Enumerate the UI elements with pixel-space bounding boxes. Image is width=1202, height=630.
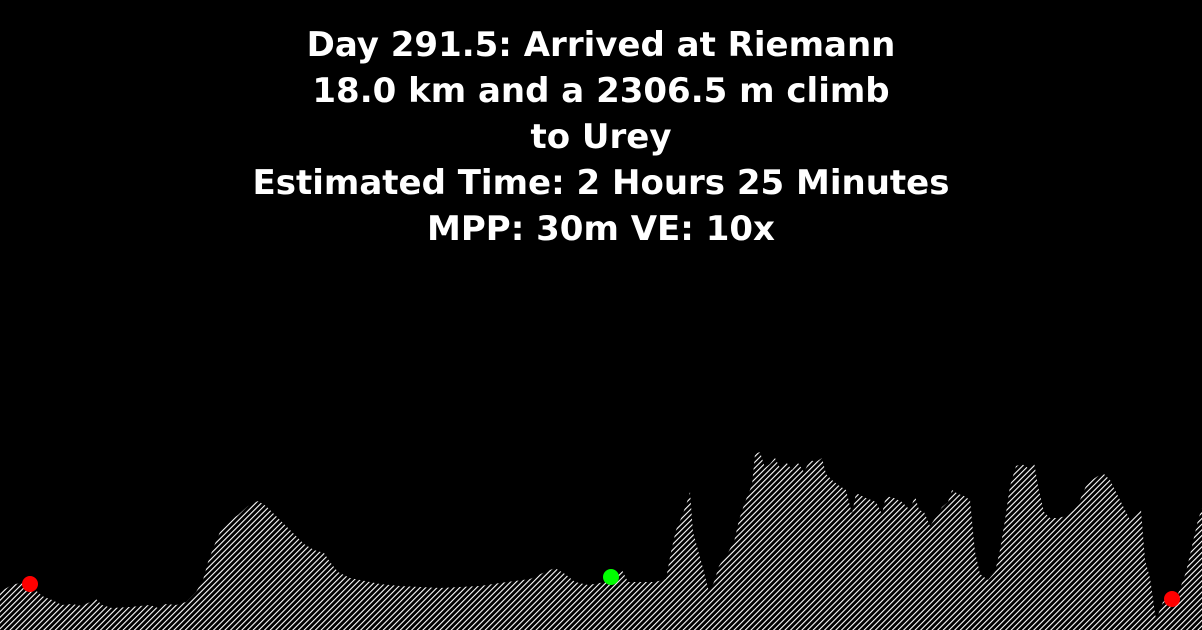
terrain-silhouette: [0, 452, 1202, 630]
start-marker: [22, 576, 38, 592]
title-destination-line: to Urey: [530, 117, 672, 157]
current-position-marker: [603, 569, 619, 585]
title-arrival-line: Day 291.5: Arrived at Riemann: [306, 25, 896, 65]
end-marker: [1164, 591, 1180, 607]
status-title: Day 291.5: Arrived at Riemann 18.0 km an…: [0, 22, 1202, 252]
title-estimated-time-line: Estimated Time: 2 Hours 25 Minutes: [252, 163, 950, 203]
title-scale-line: MPP: 30m VE: 10x: [427, 209, 775, 249]
title-distance-line: 18.0 km and a 2306.5 m climb: [312, 71, 890, 111]
